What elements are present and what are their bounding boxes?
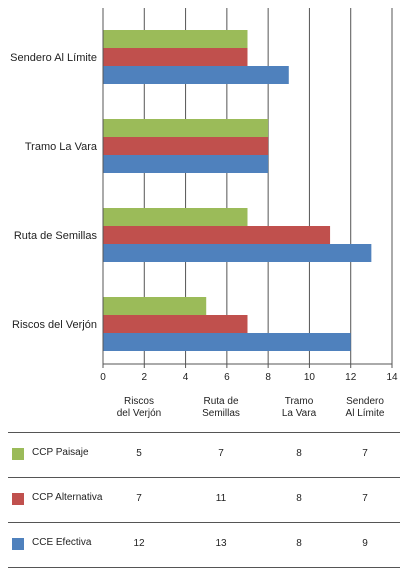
- x-tick-label: 12: [345, 372, 357, 383]
- category-label: Tramo La Vara: [25, 141, 98, 153]
- bar: [103, 244, 372, 262]
- bar: [103, 315, 248, 333]
- column-header-riscos: Riscos del Verjón: [116, 396, 162, 419]
- table-cell: 7: [136, 493, 142, 504]
- category-labels: Sendero Al Límite Tramo La Vara Ruta de Se…: [10, 52, 98, 331]
- bar: [103, 137, 269, 155]
- bar: [103, 48, 248, 66]
- bar: [103, 297, 207, 315]
- table-cell: 7: [362, 493, 368, 504]
- category-label: Sendero Al Límite: [10, 52, 97, 64]
- x-tick-label: 0: [100, 372, 106, 383]
- table-cell: 8: [296, 538, 302, 549]
- table-cell: 9: [362, 538, 368, 549]
- bar: [103, 333, 351, 351]
- bar: [103, 226, 331, 244]
- bar: [103, 66, 289, 84]
- table-cell: 12: [133, 538, 145, 549]
- legend-swatch-red: [12, 493, 24, 505]
- data-table: Riscos del Verjón Ruta de Semillas Tramo…: [8, 392, 400, 568]
- bar: [103, 155, 269, 173]
- category-label: Ruta de Semillas: [14, 230, 98, 242]
- bar: [103, 208, 248, 226]
- table-row-ccp-alternativa: CCP Alternativa 7 11 8 7: [8, 478, 400, 523]
- table-cell: 11: [215, 493, 227, 504]
- x-tick-label: 10: [304, 372, 316, 383]
- column-header-ruta: Ruta de Semillas: [202, 396, 240, 419]
- table-row-cce-efectiva: CCE Efectiva 12 13 8 9: [8, 523, 400, 568]
- x-tick-label: 4: [183, 372, 189, 383]
- table-cell: 5: [136, 448, 142, 459]
- legend-swatch-blue: [12, 538, 24, 550]
- column-header-sendero: Sendero Al Límite: [345, 396, 385, 419]
- x-tick-labels: 0 2 4 6 8 10 12 14: [100, 364, 398, 383]
- category-label: Riscos del Verjón: [12, 319, 97, 331]
- bar: [103, 119, 269, 137]
- bars: [103, 30, 372, 351]
- table-cell: 13: [215, 538, 227, 549]
- x-tick-label: 6: [224, 372, 230, 383]
- table-cell: 7: [218, 448, 224, 459]
- column-header-tramo: Tramo La Vara: [281, 396, 317, 419]
- table-cell: 7: [362, 448, 368, 459]
- row-label: CCP Paisaje: [32, 447, 89, 458]
- table-cell: 8: [296, 493, 302, 504]
- x-tick-label: 14: [386, 372, 398, 383]
- legend-swatch-green: [12, 448, 24, 460]
- x-tick-label: 8: [265, 372, 271, 383]
- table-cell: 8: [296, 448, 302, 459]
- bar: [103, 30, 248, 48]
- row-label: CCP Alternativa: [32, 492, 103, 503]
- x-tick-label: 2: [142, 372, 148, 383]
- row-label: CCE Efectiva: [32, 537, 92, 548]
- table-row-ccp-paisaje: CCP Paisaje 5 7 8 7: [8, 433, 400, 478]
- bar-chart: Sendero Al Límite Tramo La Vara Ruta de Se…: [10, 8, 398, 383]
- table-header: Riscos del Verjón Ruta de Semillas Tramo…: [8, 392, 400, 433]
